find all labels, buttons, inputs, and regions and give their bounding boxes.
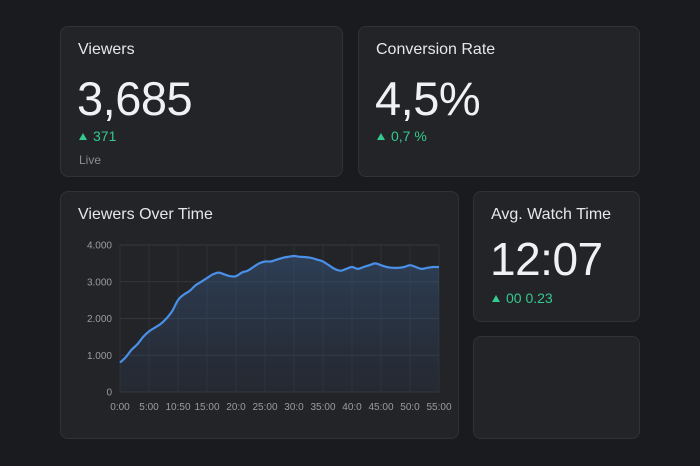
x-tick-label: 50:0 [400,402,420,413]
conversion-value: 4,5% [375,72,481,125]
arrow-up-icon [377,132,385,140]
viewers-card: Viewers 3,685 371 Live [60,26,343,177]
conversion-delta-value: 0,7 % [391,128,427,144]
viewers-over-time-chart: 0 1.000 2.000 3.000 4.000 0:00 5:00 10:50 15:00 2… [61,192,460,440]
arrow-up-icon [79,132,87,140]
viewers-value: 3,685 [77,72,193,125]
conversion-title: Conversion Rate [376,41,496,58]
x-tick-label: 15:00 [194,402,219,413]
viewers-title: Viewers [78,41,135,58]
y-tick-label: 4.000 [87,241,112,252]
x-tick-label: 30:0 [284,402,304,413]
watch-time-value: 12:07 [490,233,603,285]
x-tick-label: 45:00 [368,402,393,413]
watch-time-card: Avg. Watch Time 12:07 00 0.23 [473,191,640,322]
x-tick-label: 40:0 [342,402,362,413]
chart-title: Viewers Over Time [78,206,213,223]
viewers-series-line [119,254,440,364]
x-tick-label: 25:00 [252,402,277,413]
watch-time-delta-value: 00 0.23 [506,290,553,306]
y-tick-label: 2.000 [87,314,112,325]
x-tick-label: 10:50 [165,402,190,413]
x-tick-label: 5:00 [139,402,159,413]
watch-time-title: Avg. Watch Time [491,206,612,223]
y-tick-label: 1.000 [87,351,112,362]
viewers-area-fill [120,256,439,392]
x-tick-label: 0:00 [110,402,130,413]
chart-canvas: 0 1.000 2.000 3.000 4.000 0:00 5:00 10:50 15:00 2… [87,241,452,414]
watch-time-delta: 00 0.23 [492,290,553,306]
y-tick-label: 0 [106,388,112,399]
empty-card [473,336,640,439]
viewers-delta: 371 [79,128,116,144]
live-status: Live [79,153,102,167]
conversion-card: Conversion Rate 4,5% 0,7 % [358,26,640,177]
viewers-delta-value: 371 [93,128,117,144]
x-tick-label: 20:0 [226,402,246,413]
arrow-up-icon [492,294,500,302]
x-tick-label: 35:00 [310,402,335,413]
conversion-delta: 0,7 % [377,128,427,144]
y-tick-label: 3.000 [87,277,112,288]
viewers-chart-card: Viewers Over Time 0 1.000 2.000 3.000 4.000 0… [60,191,459,439]
x-tick-label: 55:00 [426,402,451,413]
